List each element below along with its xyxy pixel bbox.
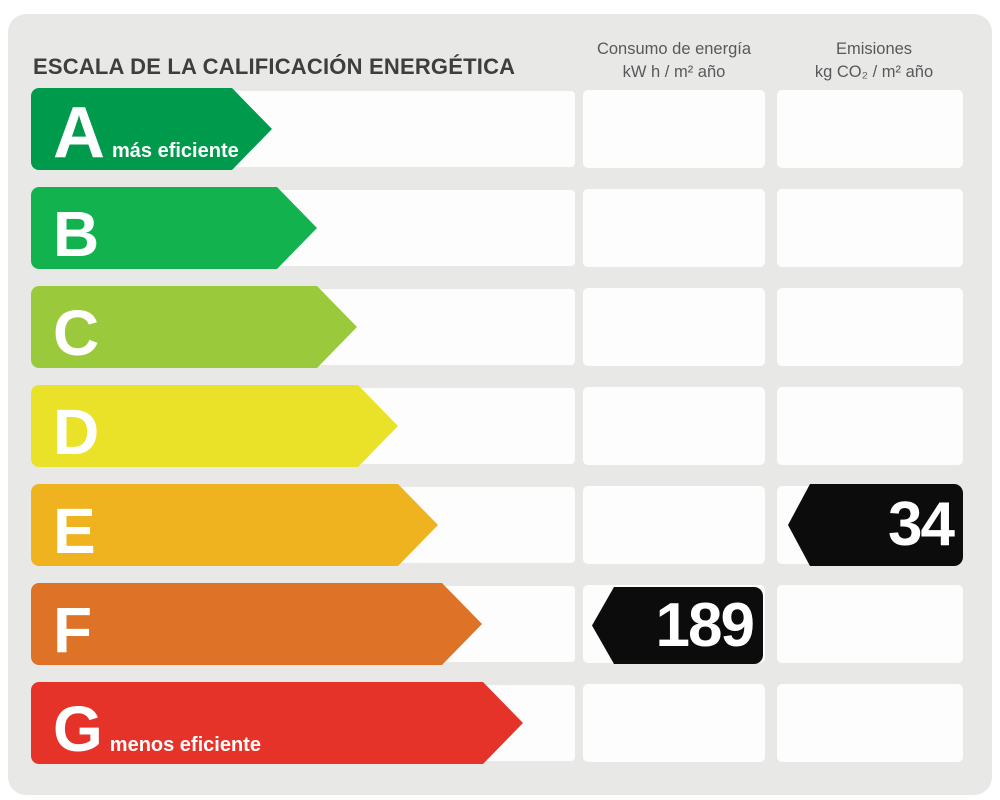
emissions-cell-f [777,585,963,663]
rating-letter-c: C [53,297,100,369]
rating-row-g: G menos eficiente [8,682,992,764]
rating-arrow-d: D [31,385,398,467]
rating-letter-b: B [53,198,100,270]
page-title: ESCALA DE LA CALIFICACIÓN ENERGÉTICA [33,54,516,79]
rating-note-g: menos eficiente [109,734,261,756]
rating-arrow-b: B [31,187,317,269]
rating-letter-a: A [53,93,105,173]
consumption-cell-c [583,288,765,366]
rating-arrow-e: E [31,484,438,566]
emissions-cell-c [777,288,963,366]
emissions-header-line2: kg CO₂ / m² año [814,63,934,81]
consumption-cell-a [583,90,765,168]
consumption-cell-g [583,684,765,762]
rating-row-f: F 189 [8,583,992,665]
consumption-cell-b [583,189,765,267]
consumption-column-header: Consumo de energía kW h / m² año [575,38,773,84]
rating-arrow-g: G menos eficiente [31,682,523,764]
emissions-header-line1: Emisiones [835,40,913,58]
energy-label-panel: ESCALA DE LA CALIFICACIÓN ENERGÉTICA Con… [8,14,992,795]
emissions-value: 34 [888,490,955,559]
rating-row-e: E 34 [8,484,992,566]
rating-note-a: más eficiente [112,140,239,162]
consumption-value: 189 [655,590,755,660]
rating-letter-d: D [53,396,100,468]
rating-row-c: C [8,286,992,368]
emissions-value-marker: 34 [788,484,963,566]
consumption-value-marker: 189 [592,587,763,664]
emissions-cell-a [777,90,963,168]
rating-row-d: D [8,385,992,467]
rating-arrow-c: C [31,286,357,368]
rating-arrow-a: A más eficiente [31,88,272,170]
consumption-header-line2: kW h / m² año [622,63,726,81]
rating-letter-e: E [53,495,96,567]
emissions-cell-g [777,684,963,762]
consumption-cell-e [583,486,765,564]
rating-letter-f: F [53,594,93,666]
rating-arrow-f: F [31,583,482,665]
consumption-cell-d [583,387,765,465]
rating-row-b: B [8,187,992,269]
rating-row-a: A más eficiente [8,88,992,170]
emissions-cell-d [777,387,963,465]
emissions-column-header: Emisiones kg CO₂ / m² año [777,38,971,84]
consumption-header-line1: Consumo de energía [596,40,752,58]
rating-letter-g: G [53,693,103,765]
emissions-cell-b [777,189,963,267]
